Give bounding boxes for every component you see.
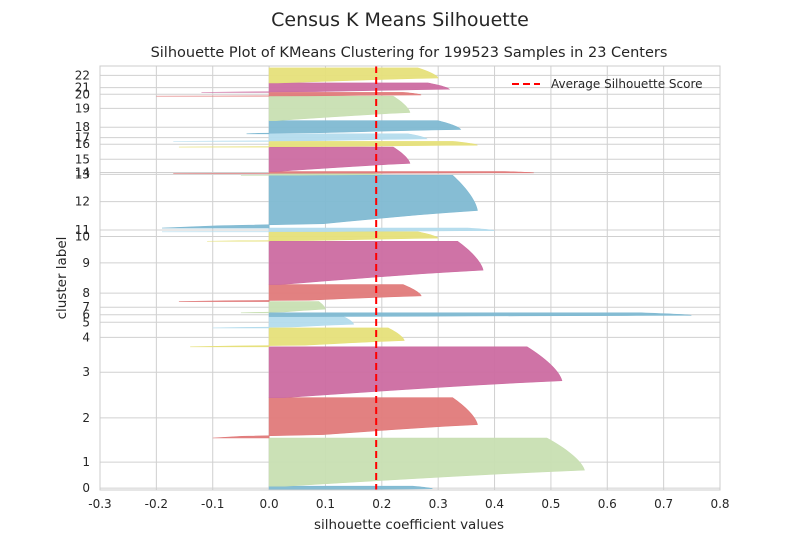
silhouette-cluster-13: [240, 173, 382, 176]
legend: Average Silhouette Score: [512, 77, 703, 91]
x-tick-label: 0.1: [316, 497, 335, 511]
x-tick-label: -0.2: [145, 497, 168, 511]
y-tick-label: 21: [75, 81, 90, 95]
y-tick-label: 3: [82, 365, 90, 379]
y-tick-label: 11: [75, 223, 90, 237]
y-tick-label: 16: [75, 137, 90, 151]
silhouette-cluster-4: [190, 327, 405, 348]
silhouette-cluster-12: [161, 174, 478, 229]
figure-title: Census K Means Silhouette: [271, 9, 529, 31]
x-tick-label: 0.0: [260, 497, 279, 511]
silhouette-cluster-21: [201, 82, 451, 93]
silhouette-cluster-10: [207, 231, 439, 242]
x-axis-label: silhouette coefficient values: [314, 517, 504, 533]
silhouette-cluster-18: [246, 120, 462, 135]
plot-frame: [99, 65, 721, 491]
silhouette-cluster-15: [268, 146, 411, 172]
chart-title: Silhouette Plot of KMeans Clustering for…: [151, 45, 668, 61]
y-tick-label: 10: [75, 230, 90, 244]
x-tick-label: -0.1: [201, 497, 224, 511]
silhouette-cluster-8: [178, 284, 422, 302]
y-tick-label: 14: [75, 165, 90, 179]
y-tick-label: 0: [82, 481, 90, 495]
y-tick-label: 6: [82, 308, 90, 322]
y-tick-label: 2: [82, 411, 90, 425]
silhouette-cluster-22: [268, 67, 439, 84]
silhouette-cluster-5: [212, 316, 355, 329]
y-tick-label: 20: [75, 87, 90, 101]
y-tick-label: 7: [82, 300, 90, 314]
x-tick-label: 0.2: [372, 497, 391, 511]
silhouette-cluster-16: [178, 141, 478, 148]
silhouette-cluster-6: [268, 312, 692, 317]
silhouette-cluster-9: [268, 240, 484, 285]
silhouette-cluster-17: [173, 133, 428, 142]
legend-label-average: Average Silhouette Score: [551, 77, 703, 91]
y-tick-label: 9: [82, 256, 90, 270]
y-tick-label: 22: [75, 68, 90, 82]
x-tick-label: 0.7: [654, 497, 673, 511]
y-tick-label: 19: [75, 101, 90, 115]
y-tick-label: 13: [75, 167, 90, 181]
x-tick-label: 0.4: [485, 497, 504, 511]
silhouette-cluster-14: [173, 171, 534, 174]
silhouette-cluster-19: [268, 95, 411, 121]
silhouette-cluster-2: [212, 397, 478, 439]
y-tick-label: 17: [75, 131, 90, 145]
silhouette-fills: [156, 67, 692, 491]
silhouette-cluster-11: [161, 227, 495, 233]
y-tick-label: 12: [75, 195, 90, 209]
x-tick-label: 0.5: [541, 497, 560, 511]
x-tick-label: 0.6: [598, 497, 617, 511]
silhouette-cluster-7: [240, 301, 326, 314]
silhouette-cluster-1: [268, 437, 585, 487]
y-tick-label: 5: [82, 315, 90, 329]
y-tick-label: 15: [75, 152, 90, 166]
x-tick-label: 0.8: [710, 497, 729, 511]
x-axis-ticks: -0.3 -0.2 -0.1 0.0 0.1 0.2 0.3 0.4 0.5 0.6 0.7 0.8: [88, 497, 729, 511]
x-tick-label: 0.3: [429, 497, 448, 511]
y-tick-label: 4: [82, 330, 90, 344]
silhouette-cluster-3: [268, 346, 563, 398]
x-tick-label: -0.3: [88, 497, 111, 511]
y-tick-label: 8: [82, 286, 90, 300]
y-axis-label: cluster label: [54, 237, 70, 320]
y-tick-label: 18: [75, 120, 90, 134]
silhouette-cluster-20: [156, 92, 422, 97]
y-tick-label: 1: [82, 455, 90, 469]
plot-area: [99, 65, 721, 491]
